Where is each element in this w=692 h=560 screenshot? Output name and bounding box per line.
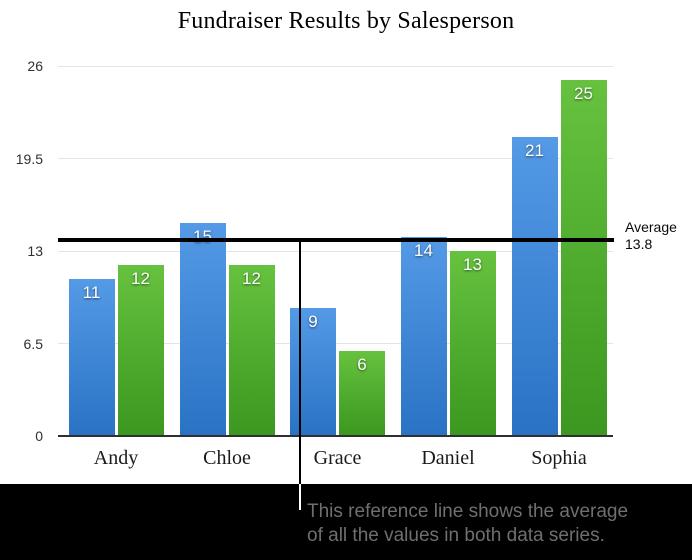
bar-blue-chloe: 15 — [179, 222, 226, 436]
bar-blue-daniel: 14 — [400, 236, 447, 436]
bar-blue-andy: 11 — [68, 279, 115, 436]
annotation-line-1: This reference line shows the average — [307, 501, 629, 522]
callout-line — [299, 239, 301, 484]
bar-value-label: 14 — [414, 240, 433, 260]
bar-value-label: 12 — [242, 269, 261, 289]
gridline-13 — [58, 250, 613, 252]
y-tick-label-6.5: 6.5 — [23, 335, 43, 352]
bar-green-daniel: 13 — [449, 251, 496, 436]
reference-label-text: Average — [625, 219, 677, 235]
x-axis-label-chloe: Chloe — [203, 447, 251, 469]
x-axis-label-grace: Grace — [313, 447, 362, 469]
bar-value-label: 9 — [308, 311, 318, 331]
gridline-19.5 — [58, 158, 613, 159]
bar-value-label: 12 — [131, 269, 150, 289]
annotation-line-2: of all the values in both data series. — [307, 525, 605, 546]
x-axis-line — [58, 435, 613, 437]
bar-blue-grace: 9 — [290, 307, 336, 436]
x-axis-label-andy: Andy — [93, 447, 139, 469]
reference-line — [58, 237, 614, 242]
bar-value-label: 6 — [357, 354, 367, 374]
bar-green-sophia: 25 — [560, 80, 607, 436]
bar-value-label: 11 — [82, 283, 101, 303]
reference-value-text: 13.8 — [625, 236, 653, 252]
x-axis-label-daniel: Daniel — [421, 447, 475, 469]
reference-line-label: Average 13.8 — [625, 219, 677, 253]
bar-value-label: 15 — [193, 226, 212, 246]
annotation-band: This reference line shows the average of… — [0, 484, 692, 560]
x-axis-label-sophia: Sophia — [531, 447, 587, 469]
annotation-text: This reference line shows the average of… — [307, 500, 628, 548]
y-tick-label-26: 26 — [27, 58, 43, 74]
bar-value-label: 21 — [525, 141, 544, 161]
y-tick-label-13: 13 — [27, 243, 43, 259]
bar-value-label: 13 — [463, 255, 482, 274]
y-tick-label-19.5: 19.5 — [15, 150, 43, 167]
bar-blue-sophia: 21 — [511, 137, 558, 436]
bar-green-grace: 6 — [339, 350, 385, 436]
y-tick-label-0: 0 — [35, 428, 43, 444]
chart-title: Fundraiser Results by Salesperson — [177, 8, 515, 34]
bar-green-chloe: 12 — [228, 265, 275, 436]
gridline-26 — [58, 65, 613, 67]
callout-line-on-band — [299, 484, 301, 510]
bar-green-andy: 12 — [117, 265, 164, 436]
bar-value-label: 25 — [574, 84, 593, 104]
